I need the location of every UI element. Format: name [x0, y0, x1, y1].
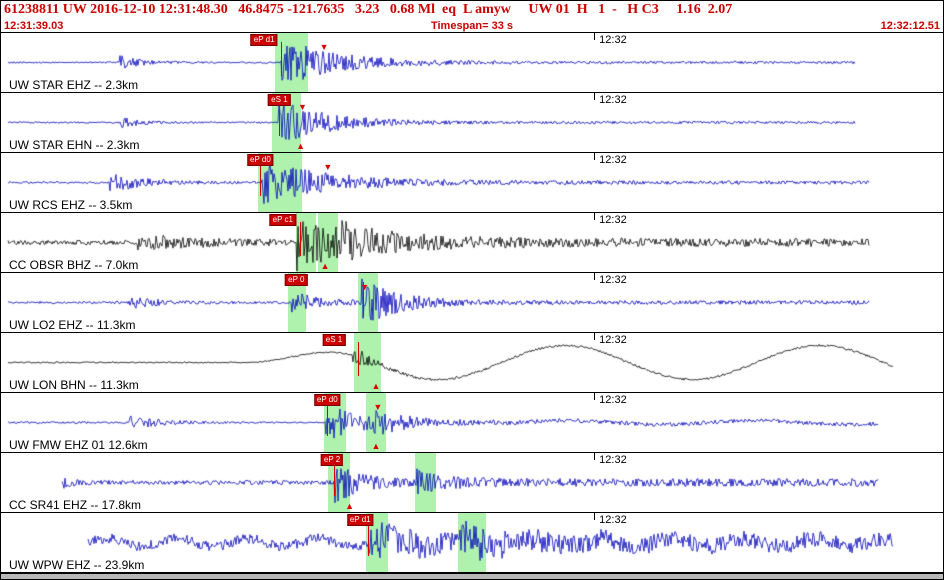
trace-row-4[interactable]: 12:32 eP 0 UW LO2 EHZ -- 11.3km ▼	[1, 273, 943, 333]
pick-label[interactable]: eP 2	[320, 454, 344, 466]
pick-label[interactable]: eP c1	[269, 214, 296, 226]
trace-row-2[interactable]: 12:32 eP d0 UW RCS EHZ -- 3.5km ▼	[1, 153, 943, 213]
pick-label[interactable]: eP 0	[285, 274, 308, 286]
trace-row-5[interactable]: 12:32 eS 1 UW LON BHN -- 11.3km ▲	[1, 333, 943, 393]
minute-label: 12:32	[599, 514, 627, 526]
waveform-canvas[interactable]	[1, 93, 943, 152]
event-header: 61238811 UW 2016-12-10 12:31:48.30 46.84…	[4, 2, 733, 17]
pick-label[interactable]: eS 1	[322, 334, 346, 346]
pick-label[interactable]: eP d0	[247, 154, 274, 166]
pick-marker-up-icon[interactable]: ▲	[296, 141, 306, 151]
timespan-label: Timespan= 33 s	[430, 19, 514, 32]
minute-tick-icon	[594, 513, 596, 520]
minute-tick-icon	[594, 213, 596, 220]
pick-label[interactable]: eP d1	[250, 34, 278, 46]
trace-row-7[interactable]: 12:32 eP 2 CC SR41 EHZ -- 17.8km ▲	[1, 453, 943, 513]
pick-marker-up-icon[interactable]: ▲	[320, 261, 330, 271]
pick-label[interactable]: eP d0	[313, 394, 341, 406]
pick-time-line	[326, 402, 328, 436]
pick-time-line	[278, 102, 280, 136]
trace-row-1[interactable]: 12:32 eS 1 UW STAR EHN -- 2.3km ▼ ▲	[1, 93, 943, 153]
minute-tick-icon	[594, 273, 596, 280]
time-bar: 12:31:39.03 Timespan= 33 s 12:32:12.51	[1, 19, 943, 33]
pick-time-line	[260, 162, 262, 196]
pick-marker-down-icon[interactable]: ▼	[323, 162, 333, 172]
pick-marker-up-icon[interactable]: ▲	[371, 441, 381, 451]
pick-time-line	[358, 342, 360, 376]
minute-tick-icon	[594, 93, 596, 100]
pick-marker-up-icon[interactable]: ▲	[345, 501, 354, 511]
station-label: UW RCS EHZ -- 3.5km	[9, 198, 133, 212]
pick-time-line	[333, 462, 335, 496]
bottom-scrollbar[interactable]	[1, 573, 943, 579]
waveform-canvas[interactable]	[1, 453, 943, 512]
window-start-time: 12:31:39.03	[4, 19, 64, 32]
trace-area: 12:32 eP d1 UW STAR EHZ -- 2.3km ▼ 12:32…	[1, 33, 943, 573]
station-label: UW STAR EHN -- 2.3km	[9, 138, 140, 152]
trace-row-8[interactable]: 12:32 eP d1 UW WPW EHZ -- 23.9km	[1, 513, 943, 573]
waveform-canvas[interactable]	[1, 393, 943, 452]
minute-label: 12:32	[599, 454, 627, 466]
minute-label: 12:32	[599, 34, 627, 46]
waveform-canvas[interactable]	[1, 153, 943, 212]
station-label: UW FMW EHZ 01 12.6km	[9, 438, 148, 452]
pick-marker-down-icon[interactable]: ▼	[319, 42, 329, 52]
minute-label: 12:32	[599, 94, 627, 106]
pick-label[interactable]: eS 1	[268, 94, 291, 106]
pick-label[interactable]: eP d1	[346, 514, 374, 526]
minute-label: 12:32	[599, 154, 627, 166]
station-label: UW STAR EHZ -- 2.3km	[9, 78, 139, 92]
station-label: UW LON BHN -- 11.3km	[9, 378, 139, 392]
pick-time-line	[368, 522, 370, 556]
pick-time-line	[299, 222, 301, 256]
station-label: CC OBSR BHZ -- 7.0km	[9, 258, 139, 272]
pick-marker-down-icon[interactable]: ▼	[297, 102, 307, 112]
window-end-time: 12:32:12.51	[880, 19, 940, 32]
pick-time-line	[280, 42, 282, 76]
waveform-canvas[interactable]	[1, 333, 943, 392]
minute-tick-icon	[594, 33, 596, 40]
pick-marker-down-icon[interactable]: ▼	[373, 402, 383, 412]
pick-marker-down-icon[interactable]: ▼	[360, 282, 370, 292]
trace-row-6[interactable]: 12:32 eP d0 UW FMW EHZ 01 12.6km ▲ ▼	[1, 393, 943, 453]
minute-tick-icon	[594, 453, 596, 460]
trace-row-0[interactable]: 12:32 eP d1 UW STAR EHZ -- 2.3km ▼	[1, 33, 943, 93]
pick-marker-up-icon[interactable]: ▲	[371, 381, 381, 391]
minute-label: 12:32	[599, 394, 627, 406]
trace-row-3[interactable]: 12:32 eP c1 CC OBSR BHZ -- 7.0km ▲	[1, 213, 943, 273]
waveform-canvas[interactable]	[1, 273, 943, 332]
minute-label: 12:32	[599, 334, 627, 346]
minute-label: 12:32	[599, 274, 627, 286]
station-label: UW LO2 EHZ -- 11.3km	[9, 318, 136, 332]
waveform-canvas[interactable]	[1, 33, 943, 92]
minute-tick-icon	[594, 393, 596, 400]
station-label: CC SR41 EHZ -- 17.8km	[9, 498, 142, 512]
waveform-canvas[interactable]	[1, 213, 943, 272]
waveform-canvas[interactable]	[1, 513, 943, 572]
minute-label: 12:32	[599, 214, 627, 226]
pick-time-line	[362, 282, 364, 316]
station-label: UW WPW EHZ -- 23.9km	[9, 558, 145, 572]
minute-tick-icon	[594, 153, 596, 160]
minute-tick-icon	[594, 333, 596, 340]
